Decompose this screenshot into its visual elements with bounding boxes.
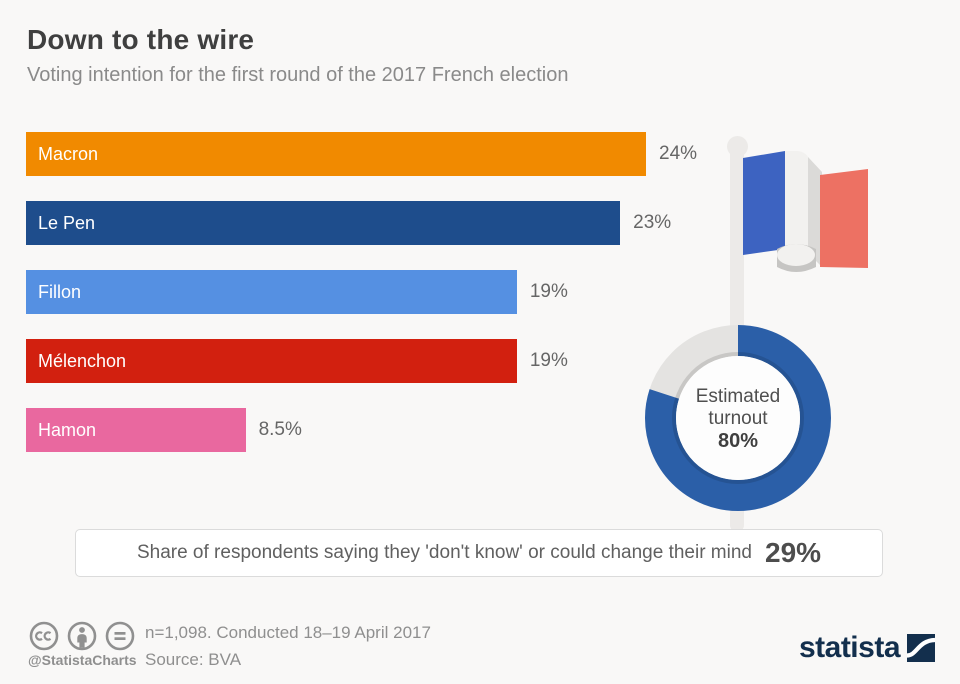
bar-label-hamon: Hamon [38, 419, 97, 440]
bar-row-hamon: Hamon 8.5% [26, 408, 716, 452]
bar-melenchon: Mélenchon [26, 339, 517, 383]
callout-box: Share of respondents saying they 'don't … [75, 529, 883, 577]
flag-shade-panel [808, 157, 822, 267]
flag-red-panel [820, 169, 868, 268]
page-subtitle: Voting intention for the first round of … [27, 64, 569, 86]
flag-blue-panel [743, 151, 785, 255]
french-flag-icon [743, 151, 868, 272]
callout-text: Share of respondents saying they 'don't … [136, 542, 752, 563]
donut-label-line2: turnout [708, 408, 768, 429]
bar-label-macron: Macron [38, 143, 99, 164]
cc-icon [29, 621, 59, 651]
bar-label-melenchon: Mélenchon [38, 350, 127, 371]
flag-curl [777, 244, 815, 266]
donut-inner-circle [676, 356, 800, 480]
statista-wordmark: statista [798, 631, 901, 664]
page-title: Down to the wire [27, 24, 255, 55]
bar-lepen: Le Pen [26, 201, 621, 245]
donut-center-label: Estimated turnout 80% [663, 386, 813, 452]
bar-value-melenchon: 19% [529, 350, 568, 371]
creative-commons-icons [29, 621, 135, 651]
survey-notes: n=1,098. Conducted 18–19 April 2017 Sour… [145, 619, 431, 673]
turnout-donut-chart [645, 325, 831, 511]
donut-arc [645, 325, 831, 511]
callout-value: 29% [765, 537, 822, 568]
bar-row-melenchon: Mélenchon 19% [26, 339, 716, 383]
bar-value-macron: 24% [659, 143, 698, 164]
sample-note: n=1,098. Conducted 18–19 April 2017 [145, 623, 431, 642]
donut-label-line1: Estimated [695, 386, 781, 407]
statista-charts-handle: @StatistaCharts [28, 652, 137, 668]
statista-logo-mark [907, 634, 935, 662]
statista-logo: statista [798, 631, 935, 664]
bar-label-lepen: Le Pen [38, 212, 96, 233]
attribution-icon [67, 621, 97, 651]
bar-value-hamon: 8.5% [258, 419, 302, 440]
bar-fillon: Fillon [26, 270, 517, 314]
donut-inner-shadow [672, 352, 804, 484]
flag-white-panel [785, 151, 810, 259]
source-note: Source: BVA [145, 650, 242, 669]
bar-value-lepen: 23% [633, 212, 672, 233]
bar-row-lepen: Le Pen 23% [26, 201, 716, 245]
no-derivatives-icon [105, 621, 135, 651]
bar-chart: Macron 24% Le Pen 23% Fillon 19% Mélench… [26, 132, 716, 477]
bar-row-macron: Macron 24% [26, 132, 716, 176]
bar-value-fillon: 19% [529, 281, 568, 302]
bar-label-fillon: Fillon [38, 281, 82, 302]
bar-hamon: Hamon [26, 408, 246, 452]
donut-value: 80% [717, 430, 759, 452]
bar-macron: Macron [26, 132, 646, 176]
bar-row-fillon: Fillon 19% [26, 270, 716, 314]
